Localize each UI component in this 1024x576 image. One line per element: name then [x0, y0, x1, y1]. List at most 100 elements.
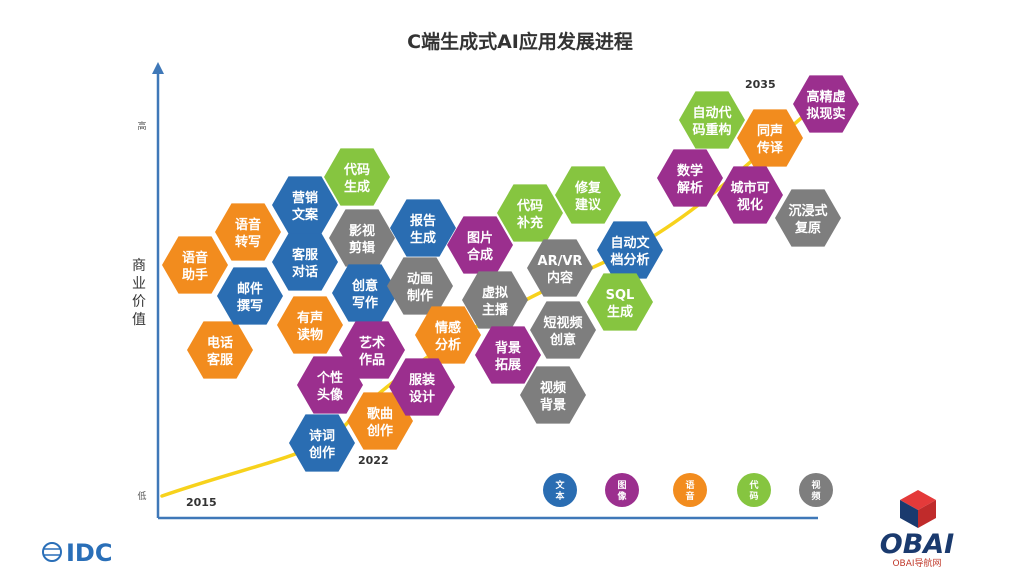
hex-kefu-duihua-label-1: 对话 — [292, 264, 318, 280]
hex-chenjinshi-fuyuan-label-0: 沉浸式 — [788, 203, 827, 219]
hex-daima-shengcheng-label-0: 代码 — [343, 162, 370, 178]
hex-yingxiao-wenan-label-1: 文案 — [292, 207, 319, 223]
hex-zidong-wendang-fenxi-shape — [597, 221, 663, 279]
hex-arvr-neirong-shape — [527, 239, 593, 297]
hex-daima-buchong-shape — [497, 184, 563, 242]
hex-donghua-zhizuo-label-0: 动画 — [407, 272, 433, 287]
hex-gaojingdu-xuni-xianshi-shape — [793, 75, 859, 133]
legend-image-swatch — [605, 473, 639, 507]
hexagon-group: 语音助手语音转写电话客服邮件撰写营销文案客服对话有声读物代码生成影视剪辑创意写作… — [162, 75, 859, 472]
hex-dianhua-kefu-label-0: 电话 — [207, 335, 233, 351]
obai-logo: OBAI OBAI导航网 — [880, 490, 954, 569]
idc-logo-text: IDC — [66, 539, 112, 567]
hex-yingshi-jianji-shape — [329, 209, 395, 267]
legend-text-label-1: 本 — [555, 490, 565, 502]
legend-voice-label-0: 语 — [685, 480, 694, 491]
hex-gexing-touxiang-label-0: 个性 — [316, 370, 343, 386]
hex-baogao-shengcheng-label-0: 报告 — [410, 213, 436, 229]
hex-yingxiao-wenan-shape — [272, 176, 338, 234]
hex-shuxue-jiexi-shape — [657, 149, 723, 207]
hex-yousheng-duwu-shape — [277, 296, 343, 354]
hex-yishu-zuopin-label-0: 艺术 — [359, 335, 385, 351]
hex-zidong-daima-chonggou-label-0: 自动代 — [692, 105, 731, 121]
hex-youjian-zhuanxie-shape — [217, 267, 283, 325]
hex-sql-shengcheng-shape — [587, 273, 653, 331]
hex-yingshi-jianji-label-1: 剪辑 — [349, 240, 375, 256]
hex-yishu-zuopin-label-1: 作品 — [359, 352, 385, 368]
hex-tongsheng-chuanyi-shape — [737, 109, 803, 167]
hex-dianhua-kefu-shape — [187, 321, 253, 379]
hex-fuzhuang-sheji-shape — [389, 358, 455, 416]
hex-beijing-tuozhan-label-0: 背景 — [495, 340, 521, 356]
hex-fuzhuang-sheji-label-0: 服装 — [409, 372, 435, 388]
hex-yuyin-zhuanxie-shape — [215, 203, 281, 261]
hex-gequ-chuangzuo-label-1: 创作 — [366, 423, 393, 439]
legend-video: 视频 — [799, 473, 833, 507]
hex-tupian-hecheng-label-1: 合成 — [467, 247, 493, 263]
legend-text-swatch — [543, 473, 577, 507]
legend-video-label-1: 频 — [811, 490, 820, 502]
hex-shipin-beijing-shape — [520, 366, 586, 424]
hex-beijing-tuozhan-label-1: 拓展 — [495, 357, 522, 373]
hex-chuangyi-xiezuo-shape — [332, 264, 398, 322]
hex-donghua-zhizuo-label-1: 制作 — [407, 288, 433, 304]
hex-chengshi-keshihua-shape — [717, 166, 783, 224]
obai-logo-subtitle: OBAI导航网 — [892, 557, 941, 569]
hex-tongsheng-chuanyi-label-1: 传译 — [756, 140, 784, 156]
legend-image: 图像 — [605, 473, 639, 507]
hex-chuangyi-xiezuo-label-1: 写作 — [352, 295, 378, 311]
hex-gequ-chuangzuo-shape — [347, 392, 413, 450]
y-axis-title-char-2: 价 — [132, 294, 146, 310]
hex-tongsheng-chuanyi-label-0: 同声 — [757, 123, 783, 139]
hex-xiufu-jianyi-label-0: 修复 — [574, 180, 602, 196]
hex-xiufu-jianyi-label-1: 建议 — [575, 197, 602, 213]
hex-xiufu-jianyi-shape — [555, 166, 621, 224]
hex-dianhua-kefu-label-1: 客服 — [207, 352, 234, 368]
hex-zidong-wendang-fenxi-label-1: 档分析 — [610, 252, 649, 268]
hex-arvr-neirong-label-1: 内容 — [547, 270, 573, 286]
hex-gequ-chuangzuo-label-0: 歌曲 — [367, 406, 393, 422]
hex-zidong-daima-chonggou-shape — [679, 91, 745, 149]
hex-baogao-shengcheng-shape — [390, 199, 456, 257]
hex-qinggan-fenxi-shape — [415, 306, 481, 364]
legend-video-swatch — [799, 473, 833, 507]
y-axis-title-char-1: 业 — [132, 276, 146, 292]
hex-daima-shengcheng-shape — [324, 148, 390, 206]
hex-xuni-zhubo-label-0: 虚拟 — [482, 285, 508, 301]
legend-voice-swatch — [673, 473, 707, 507]
hex-yishu-zuopin-shape — [339, 321, 405, 379]
hex-daima-shengcheng-label-1: 生成 — [344, 179, 370, 195]
legend-video-label-0: 视 — [811, 479, 820, 491]
hex-chenjinshi-fuyuan-shape — [775, 189, 841, 247]
hex-yuyin-zhuanxie-label-1: 转写 — [235, 234, 261, 250]
hex-youjian-zhuanxie-label-0: 邮件 — [237, 281, 263, 297]
hex-sql-shengcheng-label-1: 生成 — [607, 304, 633, 320]
hex-gaojingdu-xuni-xianshi-label-0: 高精虚 — [806, 89, 845, 105]
hex-yingshi-jianji-label-0: 影视 — [349, 223, 375, 239]
hex-chengshi-keshihua-label-0: 城市可 — [730, 180, 769, 196]
idc-logo: IDC — [42, 539, 112, 567]
year-label-2015: 2015 — [186, 496, 217, 509]
page-title: C端生成式AI应用发展进程 — [407, 30, 633, 53]
hex-zidong-wendang-fenxi-label-0: 自动文 — [610, 235, 650, 251]
hex-yuyin-zhushou-label-0: 语音 — [182, 250, 208, 266]
